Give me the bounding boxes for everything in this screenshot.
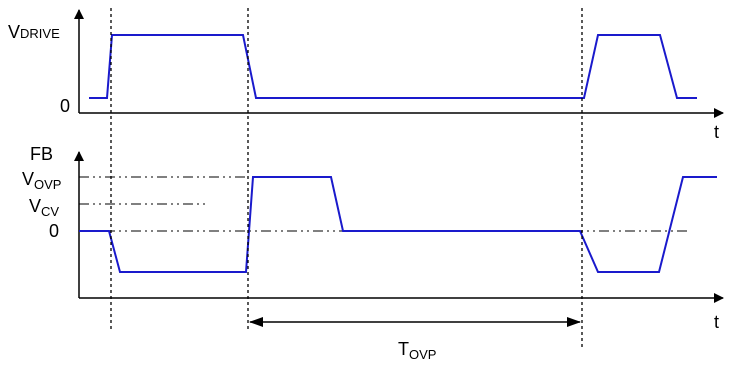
vdrive-waveform (89, 34, 697, 99)
fb-waveform (79, 176, 717, 273)
bottom-zero-label: 0 (49, 221, 59, 241)
fb-label: FB (30, 144, 53, 164)
top-t-label: t (714, 122, 719, 142)
vovp-label: VOVP (22, 169, 61, 192)
top-zero-label: 0 (60, 96, 70, 116)
vcv-label: VCV (29, 196, 59, 219)
bottom-t-label: t (714, 312, 719, 332)
tovp-label: TOVP (398, 339, 436, 362)
vdrive-label: VDRIVE (8, 22, 60, 42)
